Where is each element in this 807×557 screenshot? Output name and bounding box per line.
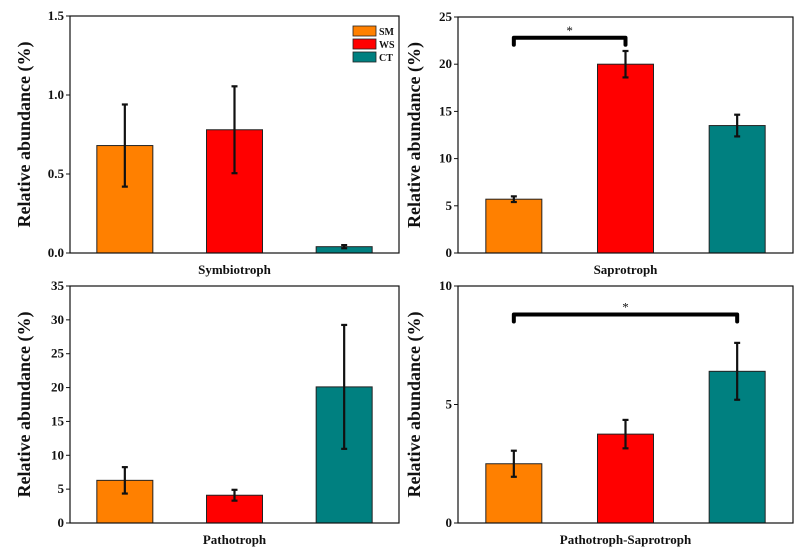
- y-tick-label: 10: [439, 151, 452, 166]
- legend-swatch-sm: [352, 25, 377, 37]
- legend-label-ws: WS: [379, 40, 395, 51]
- y-tick-label: 20: [439, 56, 452, 71]
- y-tick-label: 5: [58, 481, 65, 496]
- x-axis-label: Symbiotroph: [198, 262, 271, 277]
- error-bar-ws: [622, 49, 629, 79]
- bar-ct: [708, 125, 766, 254]
- x-axis-label: Saprotroph: [594, 262, 659, 277]
- error-bar-sm: [121, 103, 128, 188]
- error-bar-sm: [510, 195, 517, 204]
- error-bar-ct: [734, 113, 741, 138]
- y-tick-label: 1.0: [48, 87, 64, 102]
- y-tick-label: 25: [439, 9, 453, 24]
- y-axis-label: Relative abundance (%): [14, 312, 35, 498]
- error-bar-sm: [510, 449, 517, 478]
- error-bar-ct: [341, 244, 348, 250]
- panel-symbiotroph: 0.0 0.5 1.0 1.5 Relative abundance (%) Symbio…: [14, 8, 400, 277]
- panel-saprotroph: 0 5 10 15 20 25 Relative abundance (%) Saprotro…: [404, 9, 794, 277]
- y-axis-label: Relative abundance (%): [404, 312, 425, 498]
- x-axis-label: Pathotroph: [203, 532, 267, 547]
- y-tick-label: 25: [51, 346, 65, 361]
- y-tick-label: 5: [446, 198, 453, 213]
- y-tick-label: 35: [51, 278, 65, 293]
- legend-label-ct: CT: [379, 53, 393, 64]
- plot-frame: [457, 16, 794, 254]
- y-tick-label: 15: [439, 103, 453, 118]
- y-tick-label: 10: [51, 447, 64, 462]
- y-tick-label: 5: [446, 397, 453, 412]
- y-tick-label: 0: [446, 245, 453, 260]
- y-tick-label: 0: [58, 515, 65, 530]
- x-axis-label: Pathotroph-Saprotroph: [560, 532, 692, 547]
- y-tick-label: 15: [51, 413, 65, 428]
- significance-bracket: [511, 312, 740, 324]
- error-bar-sm: [121, 466, 128, 495]
- y-tick-label: 10: [439, 278, 452, 293]
- y-axis-label: Relative abundance (%): [404, 42, 425, 228]
- significance-bracket: [511, 35, 628, 47]
- error-bar-ct: [734, 341, 741, 401]
- y-tick-label: 1.5: [48, 8, 65, 23]
- error-bar-ws: [231, 488, 238, 502]
- error-bar-ws: [231, 85, 238, 175]
- legend-swatch-ct: [352, 51, 377, 63]
- y-tick-label: 0.0: [48, 245, 64, 260]
- error-bar-ct: [341, 323, 348, 450]
- y-tick-label: 0.5: [48, 166, 65, 181]
- error-bar-ws: [622, 418, 629, 450]
- bar-sm: [485, 198, 543, 254]
- panel-pathotroph: 0 5 10 15 20 25 30 35 Relative abundance (%) Path…: [14, 278, 400, 547]
- plot-frame: [69, 285, 400, 524]
- panel-pathotroph-saprotroph: 0 5 10 Relative abundance (%) Pathotroph-Sap…: [404, 278, 794, 547]
- y-axis-label: Relative abundance (%): [14, 42, 35, 228]
- significance-label: *: [566, 23, 573, 38]
- legend: SM WS CT: [352, 25, 395, 64]
- legend-swatch-ws: [352, 38, 377, 50]
- bar-ws: [597, 63, 654, 254]
- legend-label-sm: SM: [379, 27, 395, 38]
- plot-frame: [69, 15, 400, 254]
- y-tick-label: 30: [51, 312, 64, 327]
- significance-label: *: [622, 299, 629, 314]
- y-tick-label: 20: [51, 380, 64, 395]
- y-tick-label: 0: [446, 515, 453, 530]
